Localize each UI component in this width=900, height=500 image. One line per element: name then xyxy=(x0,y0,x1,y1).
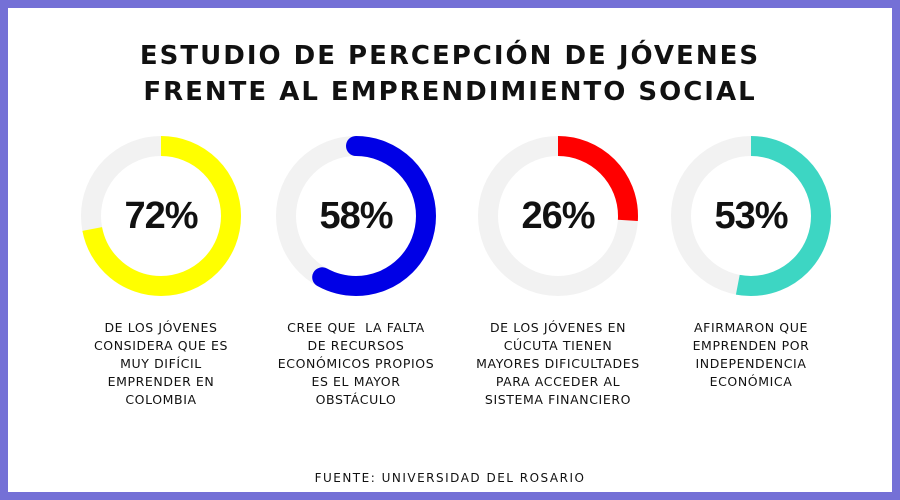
stat-3-desc-line: CÚCUTA TIENEN xyxy=(503,338,613,353)
stat-1-desc-line: EMPRENDER EN xyxy=(107,374,215,389)
stat-3-desc-line: PARA ACCEDER AL xyxy=(495,374,621,389)
stat-4-description: AFIRMARON QUE EMPRENDEN POR INDEPENDENCI… xyxy=(646,319,856,391)
donut-2-arc xyxy=(276,136,436,296)
stat-3-desc-line: MAYORES DIFICULTADES xyxy=(476,356,640,371)
page-title: ESTUDIO DE PERCEPCIÓN DE JÓVENES FRENTE … xyxy=(8,38,892,110)
donut-4-arc xyxy=(671,136,831,296)
stat-1-desc-line: DE LOS JÓVENES xyxy=(104,320,218,335)
stat-4-desc-line: ECONÓMICA xyxy=(709,374,793,389)
stat-2-desc-line: DE RECURSOS xyxy=(307,338,405,353)
stat-1-desc-line: MUY DIFÍCIL xyxy=(120,356,202,371)
title-line-2: FRENTE AL EMPRENDIMIENTO SOCIAL xyxy=(143,77,757,107)
stat-4-value: 53% xyxy=(714,194,788,237)
stat-3-value: 26% xyxy=(521,194,595,237)
stat-2-desc-line: CREE QUE LA FALTA xyxy=(287,320,425,335)
stat-2-value: 58% xyxy=(319,194,393,237)
donut-3-arc xyxy=(478,136,638,296)
stat-2-desc-line: OBSTÁCULO xyxy=(315,392,397,407)
donut-3 xyxy=(478,136,638,296)
source-note: FUENTE: UNIVERSIDAD DEL ROSARIO xyxy=(314,471,586,485)
stat-4-desc-line: INDEPENDENCIA xyxy=(695,356,807,371)
stat-3-description: DE LOS JÓVENES EN CÚCUTA TIENEN MAYORES … xyxy=(453,319,663,409)
stat-4-desc-line: AFIRMARON QUE xyxy=(694,320,808,335)
stat-2-desc-line: ES EL MAYOR xyxy=(311,374,401,389)
donut-4 xyxy=(671,136,831,296)
donut-1 xyxy=(81,136,241,296)
donut-1-arc xyxy=(81,136,241,296)
title-line-1: ESTUDIO DE PERCEPCIÓN DE JÓVENES xyxy=(139,41,761,71)
stat-1-value: 72% xyxy=(124,194,198,237)
stat-4-desc-line: EMPRENDEN POR xyxy=(692,338,810,353)
stat-2-desc-line: ECONÓMICOS PROPIOS xyxy=(277,356,435,371)
stat-1-desc-line: COLOMBIA xyxy=(125,392,197,407)
stat-1-desc-line: CONSIDERA QUE ES xyxy=(93,338,229,353)
stat-1-description: DE LOS JÓVENES CONSIDERA QUE ES MUY DIFÍ… xyxy=(56,319,266,409)
donut-2 xyxy=(276,136,436,296)
stat-2-description: CREE QUE LA FALTA DE RECURSOS ECONÓMICOS… xyxy=(251,319,461,409)
infographic-card: ESTUDIO DE PERCEPCIÓN DE JÓVENES FRENTE … xyxy=(8,8,892,492)
stat-3-desc-line: SISTEMA FINANCIERO xyxy=(484,392,632,407)
stat-3-desc-line: DE LOS JÓVENES EN xyxy=(489,320,627,335)
